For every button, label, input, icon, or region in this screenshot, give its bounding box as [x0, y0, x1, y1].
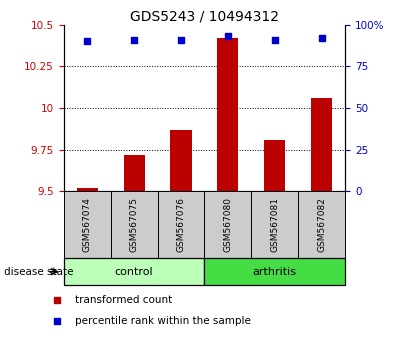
Point — [319, 35, 325, 41]
Title: GDS5243 / 10494312: GDS5243 / 10494312 — [130, 10, 279, 24]
Bar — [171, 130, 192, 191]
Bar — [264, 139, 285, 191]
Point — [54, 319, 60, 324]
Bar — [252, 191, 298, 258]
Bar — [111, 191, 157, 258]
Point — [131, 37, 137, 42]
Text: disease state: disease state — [4, 267, 74, 277]
Bar — [298, 191, 345, 258]
Text: percentile rank within the sample: percentile rank within the sample — [75, 316, 250, 326]
Point — [225, 34, 231, 39]
Text: GSM567075: GSM567075 — [129, 197, 139, 252]
Text: transformed count: transformed count — [75, 295, 172, 305]
Text: arthritis: arthritis — [253, 267, 297, 277]
Bar — [157, 191, 205, 258]
Point — [272, 37, 278, 42]
Bar — [76, 188, 98, 191]
Bar — [64, 258, 204, 285]
Text: GSM567080: GSM567080 — [224, 197, 233, 252]
Text: GSM567076: GSM567076 — [176, 197, 185, 252]
Point — [178, 37, 184, 42]
Point — [84, 39, 90, 44]
Point — [54, 297, 60, 302]
Bar — [217, 38, 238, 191]
Text: GSM567081: GSM567081 — [270, 197, 279, 252]
Bar — [205, 191, 252, 258]
Bar — [64, 191, 111, 258]
Text: GSM567082: GSM567082 — [317, 197, 326, 252]
Bar — [311, 98, 332, 191]
Text: GSM567074: GSM567074 — [83, 197, 92, 252]
Text: control: control — [115, 267, 153, 277]
Bar — [205, 258, 345, 285]
Bar — [124, 155, 145, 191]
